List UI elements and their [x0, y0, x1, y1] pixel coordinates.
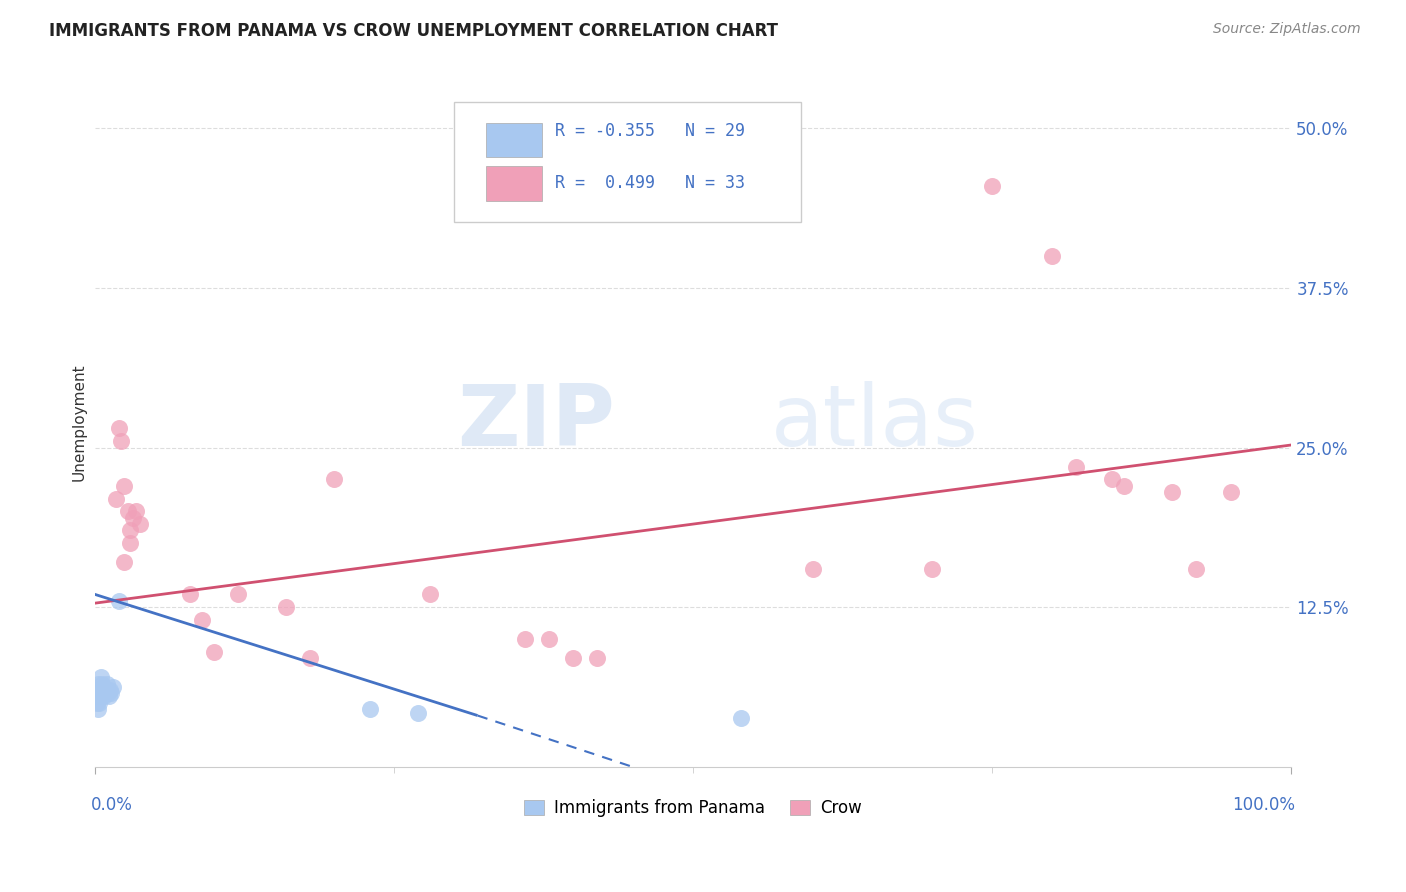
Point — [105, 491, 128, 506]
Text: R =  0.499   N = 33: R = 0.499 N = 33 — [555, 174, 745, 192]
Point — [96, 683, 118, 698]
Point — [981, 178, 1004, 193]
Point — [323, 472, 346, 486]
Point — [89, 683, 111, 698]
Point — [107, 593, 129, 607]
Point — [97, 690, 120, 704]
Point — [730, 711, 752, 725]
Point — [87, 676, 110, 690]
Point — [120, 536, 142, 550]
Point — [87, 702, 110, 716]
Point — [87, 690, 110, 704]
FancyBboxPatch shape — [486, 166, 543, 201]
Point — [94, 685, 117, 699]
Point — [93, 683, 115, 698]
Text: 0.0%: 0.0% — [91, 796, 132, 814]
Point — [101, 681, 124, 695]
Point — [114, 555, 136, 569]
Point — [406, 706, 429, 720]
Point — [91, 681, 114, 695]
Point — [538, 632, 561, 646]
Text: R = -0.355   N = 29: R = -0.355 N = 29 — [555, 122, 745, 140]
Point — [1064, 459, 1087, 474]
Legend: Immigrants from Panama, Crow: Immigrants from Panama, Crow — [517, 792, 869, 823]
Point — [586, 651, 609, 665]
Point — [89, 696, 111, 710]
Point — [91, 685, 114, 699]
Text: IMMIGRANTS FROM PANAMA VS CROW UNEMPLOYMENT CORRELATION CHART: IMMIGRANTS FROM PANAMA VS CROW UNEMPLOYM… — [49, 22, 778, 40]
Point — [90, 690, 112, 704]
Point — [921, 562, 943, 576]
Point — [114, 479, 136, 493]
Point — [86, 683, 108, 698]
Point — [1220, 485, 1243, 500]
Point — [801, 562, 824, 576]
Point — [90, 670, 112, 684]
Point — [129, 517, 152, 532]
Text: Source: ZipAtlas.com: Source: ZipAtlas.com — [1213, 22, 1361, 37]
Point — [562, 651, 585, 665]
Point — [1040, 249, 1063, 263]
Point — [110, 434, 132, 449]
Point — [1184, 562, 1206, 576]
Point — [298, 651, 321, 665]
Point — [202, 645, 225, 659]
Point — [117, 504, 139, 518]
Point — [107, 421, 129, 435]
Point — [1112, 479, 1135, 493]
Point — [90, 690, 112, 704]
Point — [125, 504, 148, 518]
Point — [90, 676, 112, 690]
Text: atlas: atlas — [770, 381, 979, 464]
FancyBboxPatch shape — [486, 123, 543, 157]
Point — [98, 683, 121, 698]
Point — [93, 690, 115, 704]
Y-axis label: Unemployment: Unemployment — [72, 363, 86, 481]
Point — [120, 524, 142, 538]
Point — [122, 510, 145, 524]
Text: ZIP: ZIP — [457, 381, 616, 464]
Text: 100.0%: 100.0% — [1232, 796, 1295, 814]
Point — [419, 587, 441, 601]
Point — [97, 685, 120, 699]
Point — [515, 632, 537, 646]
Point — [226, 587, 249, 601]
Point — [359, 702, 381, 716]
Point — [90, 683, 112, 698]
Point — [191, 613, 214, 627]
Point — [96, 676, 118, 690]
Point — [1160, 485, 1182, 500]
Point — [100, 685, 122, 699]
Point — [274, 600, 297, 615]
Point — [1101, 472, 1123, 486]
Point — [86, 696, 108, 710]
FancyBboxPatch shape — [454, 102, 800, 222]
Point — [84, 690, 107, 704]
Point — [179, 587, 201, 601]
